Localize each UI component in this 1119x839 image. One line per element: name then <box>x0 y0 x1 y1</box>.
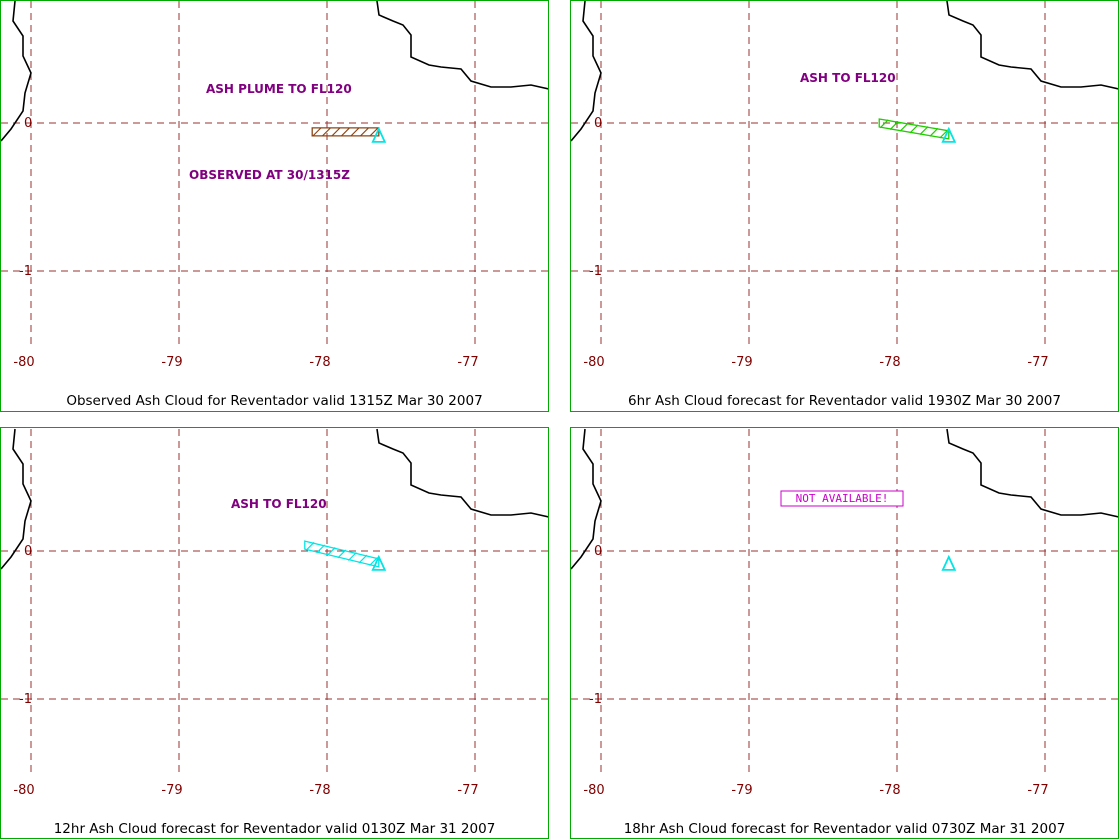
longitude-tick-label: -78 <box>309 355 330 370</box>
longitude-tick-label: -80 <box>13 783 34 798</box>
coastline-west <box>571 1 602 142</box>
coastline-east <box>376 1 548 90</box>
volcano-triangle-icon <box>371 554 387 571</box>
ash-plume-hatch <box>899 122 909 132</box>
ash-plume-outline <box>311 127 380 137</box>
map-panel-12hr: -80 -79 -78 -77 0 -1 ASH TO FL120 12hr Ash Clo… <box>0 427 549 839</box>
map-panel-18hr: -80 -79 -78 -77 0 -1 NOT AVAILABLE! 18hr Ash C… <box>570 427 1119 839</box>
ash-plume-hatch <box>341 127 350 137</box>
coastline-east <box>376 428 548 518</box>
ash-plume-hatch <box>347 552 357 561</box>
longitude-tick-label: -78 <box>879 783 900 798</box>
plume-annotation: OBSERVED AT 30/1315Z <box>189 168 350 182</box>
panel-caption: Observed Ash Cloud for Reventador valid … <box>66 393 483 409</box>
longitude-tick-label: -78 <box>309 783 330 798</box>
map-canvas: -80 -79 -78 -77 0 -1 NOT AVAILABLE! <box>571 428 1118 798</box>
longitude-tick-label: -77 <box>457 355 478 370</box>
map-canvas: -80 -79 -78 -77 0 -1 ASH PLUME TO FL120 OBSERVE… <box>1 1 548 370</box>
map-layer: -80 -79 -78 -77 0 -1 ASH TO FL120 <box>1 428 548 798</box>
longitude-tick-label: -77 <box>1027 783 1048 798</box>
longitude-tick-label: -77 <box>457 783 478 798</box>
latitude-tick-label: 0 <box>594 544 602 559</box>
map-layer: -80 -79 -78 -77 0 -1 ASH PLUME TO FL120 OBSERVE… <box>1 1 548 370</box>
ash-plume-hatch <box>322 127 331 137</box>
ash-plume-hatch <box>919 126 929 136</box>
map-panel-observed: -80 -79 -78 -77 0 -1 ASH PLUME TO FL120 OBSERVE… <box>0 0 549 412</box>
latitude-tick-label: 0 <box>24 544 32 559</box>
longitude-tick-label: -79 <box>731 783 752 798</box>
longitude-tick-label: -79 <box>161 783 182 798</box>
ash-plume-hatch <box>879 119 889 129</box>
ash-plume-hatch <box>312 127 322 137</box>
longitude-tick-label: -80 <box>583 783 604 798</box>
not-available-box <box>780 490 904 507</box>
longitude-tick-label: -79 <box>731 355 752 370</box>
panel-caption: 6hr Ash Cloud forecast for Reventador va… <box>628 393 1061 409</box>
ash-plume-hatch <box>369 557 378 566</box>
plume-annotation: ASH TO FL120 <box>231 497 327 511</box>
volcano-triangle-icon <box>941 126 957 143</box>
ash-plume-hatch <box>939 129 949 139</box>
map-panel-6hr: -80 -79 -78 -77 0 -1 ASH TO FL120 6hr Ash Clou… <box>570 0 1119 412</box>
panel-caption: 18hr Ash Cloud forecast for Reventador v… <box>623 821 1066 837</box>
longitude-tick-label: -80 <box>583 355 604 370</box>
ash-plume-hatch <box>305 541 315 551</box>
ash-plume-hatch <box>889 121 899 130</box>
map-canvas: -80 -79 -78 -77 0 -1 ASH TO FL120 <box>571 1 1118 370</box>
ash-plume-hatch <box>326 546 336 556</box>
ash-plume-hatch <box>369 127 379 137</box>
ash-plume-hatch <box>316 544 326 554</box>
ash-plume-outline <box>304 540 380 568</box>
map-layer: -80 -79 -78 -77 0 -1 NOT AVAILABLE! <box>571 428 1118 798</box>
coastline-east <box>946 428 1118 518</box>
latitude-tick-label: 0 <box>594 116 602 131</box>
longitude-tick-label: -79 <box>161 355 182 370</box>
ash-plume-hatch <box>909 124 919 134</box>
coastline-west <box>571 428 602 570</box>
latitude-tick-label: -1 <box>589 692 602 707</box>
ash-plume-hatch <box>350 127 360 137</box>
longitude-tick-label: -78 <box>879 355 900 370</box>
latitude-tick-label: 0 <box>24 116 32 131</box>
plume-annotation: ASH TO FL120 <box>800 71 896 85</box>
volcano-triangle-icon <box>371 126 387 143</box>
ash-plume-hatch <box>358 554 368 564</box>
coastline-west <box>1 428 32 570</box>
plume-annotation: ASH PLUME TO FL120 <box>206 82 352 96</box>
ash-plume-hatch <box>337 549 347 559</box>
coastline-west <box>1 1 32 142</box>
longitude-tick-label: -80 <box>13 355 34 370</box>
latitude-tick-label: -1 <box>19 264 32 279</box>
map-layer: -80 -79 -78 -77 0 -1 ASH TO FL120 <box>571 1 1118 370</box>
panel-caption: 12hr Ash Cloud forecast for Reventador v… <box>53 821 496 837</box>
ash-plume-hatch <box>331 127 341 137</box>
ash-plume-hatch <box>929 127 939 137</box>
ash-plume-hatch <box>360 127 369 137</box>
latitude-tick-label: -1 <box>19 692 32 707</box>
longitude-tick-label: -77 <box>1027 355 1048 370</box>
latitude-tick-label: -1 <box>589 264 602 279</box>
volcano-triangle-icon <box>941 554 957 571</box>
not-available-label: NOT AVAILABLE! <box>796 492 889 505</box>
ash-plume-outline <box>878 118 950 140</box>
map-canvas: -80 -79 -78 -77 0 -1 ASH TO FL120 <box>1 428 548 798</box>
coastline-east <box>946 1 1118 90</box>
